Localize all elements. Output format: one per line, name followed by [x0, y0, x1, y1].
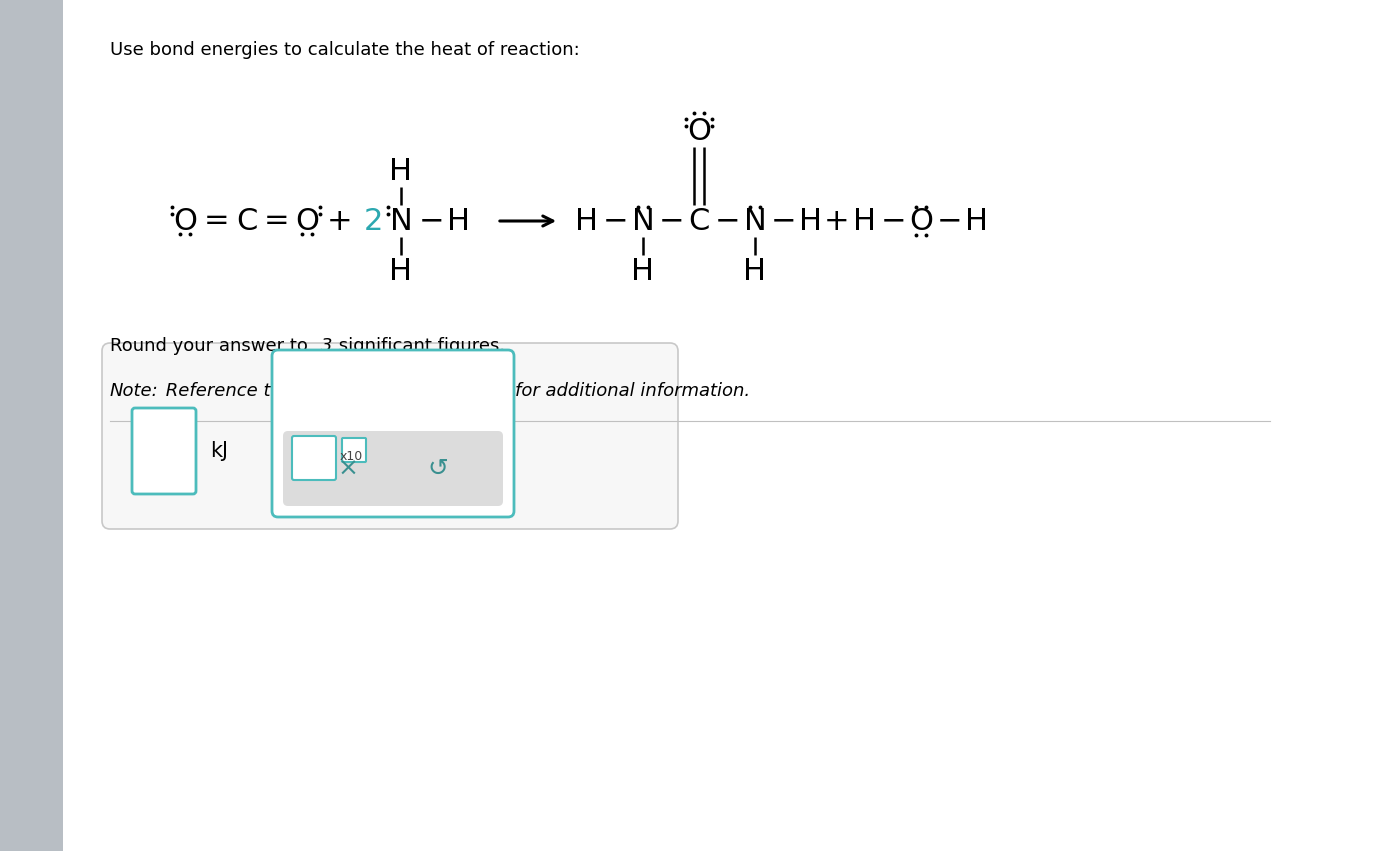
Text: Use bond energies to calculate the heat of reaction:: Use bond energies to calculate the heat … [111, 41, 579, 59]
Text: N: N [632, 207, 654, 236]
Text: ×: × [337, 457, 358, 481]
Text: −: − [770, 207, 795, 236]
Text: =: = [205, 207, 230, 236]
Text: =: = [264, 207, 290, 236]
Text: O: O [295, 207, 319, 236]
Text: +: + [824, 207, 849, 236]
Text: −: − [936, 207, 961, 236]
Text: ↺: ↺ [427, 457, 448, 481]
Text: O: O [909, 207, 934, 236]
Text: −: − [418, 207, 444, 236]
Text: 3: 3 [321, 337, 332, 355]
Text: table for additional information.: table for additional information. [458, 382, 750, 400]
Text: O: O [173, 207, 196, 236]
Text: H: H [744, 256, 766, 285]
Text: significant figures.: significant figures. [333, 337, 505, 355]
Text: O: O [687, 117, 711, 146]
FancyBboxPatch shape [102, 343, 678, 529]
Text: kJ: kJ [210, 441, 228, 461]
FancyBboxPatch shape [284, 431, 503, 506]
Text: N: N [744, 207, 766, 236]
Text: H: H [853, 207, 877, 236]
Text: Bond energies: Bond energies [313, 382, 458, 400]
FancyBboxPatch shape [131, 408, 196, 494]
Text: 2: 2 [364, 207, 383, 236]
FancyBboxPatch shape [272, 350, 514, 517]
Text: H: H [448, 207, 470, 236]
Text: N: N [390, 207, 412, 236]
Text: x10: x10 [340, 449, 364, 462]
Text: −: − [658, 207, 683, 236]
Text: Note:: Note: [111, 382, 159, 400]
Text: H: H [575, 207, 599, 236]
Text: Round your answer to: Round your answer to [111, 337, 314, 355]
Text: H: H [390, 157, 412, 186]
FancyBboxPatch shape [292, 436, 336, 480]
Text: H: H [632, 256, 654, 285]
Bar [0, 0, 64, 851]
Text: −: − [602, 207, 628, 236]
Text: H: H [799, 207, 823, 236]
Text: Reference the: Reference the [160, 382, 299, 400]
FancyBboxPatch shape [342, 438, 366, 462]
Text: C: C [236, 207, 257, 236]
Text: +: + [328, 207, 353, 236]
Text: H: H [965, 207, 989, 236]
Text: −: − [714, 207, 740, 236]
Text: H: H [390, 256, 412, 285]
Text: C: C [689, 207, 709, 236]
Text: −: − [880, 207, 906, 236]
